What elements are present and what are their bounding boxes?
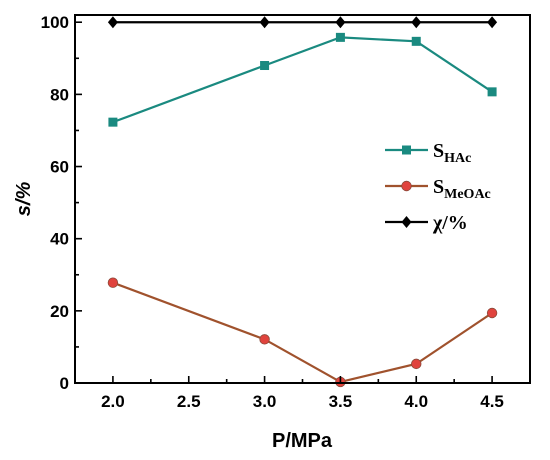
x-tick-label: 4.0 bbox=[404, 392, 428, 411]
x-tick-label: 3.5 bbox=[329, 392, 353, 411]
series-layer bbox=[107, 16, 498, 388]
legend-label: SMeOAc bbox=[433, 176, 491, 202]
data-point bbox=[259, 334, 270, 345]
data-point bbox=[487, 87, 497, 97]
legend: SHAc SMeOAc χ/% bbox=[385, 140, 491, 234]
data-point bbox=[411, 36, 421, 46]
y-axis: 0 20 40 60 80 100 bbox=[41, 13, 82, 393]
y-tick-label: 40 bbox=[50, 230, 69, 249]
x-tick-label: 2.5 bbox=[177, 392, 201, 411]
data-point bbox=[335, 32, 345, 42]
data-point bbox=[260, 61, 270, 71]
x-tick-label: 4.5 bbox=[480, 392, 504, 411]
data-point bbox=[411, 16, 422, 29]
y-tick-label: 100 bbox=[41, 13, 69, 32]
data-point bbox=[335, 16, 346, 29]
data-point bbox=[108, 117, 118, 127]
data-point bbox=[107, 277, 119, 288]
legend-marker bbox=[402, 145, 411, 155]
data-point bbox=[259, 16, 270, 29]
data-point bbox=[487, 16, 498, 29]
y-tick-label: 0 bbox=[60, 374, 69, 393]
x-axis: 2.0 2.5 3.0 3.5 4.0 4.5 bbox=[101, 376, 504, 411]
y-tick-label: 60 bbox=[50, 158, 69, 177]
data-point bbox=[486, 307, 498, 319]
x-tick-label: 3.0 bbox=[253, 392, 277, 411]
y-axis-title: s/% bbox=[13, 182, 35, 217]
x-axis-title: P/MPa bbox=[272, 430, 333, 452]
y-tick-label: 80 bbox=[50, 85, 69, 104]
legend-marker bbox=[401, 216, 412, 228]
series-line-0 bbox=[112, 36, 493, 124]
y-tick-label: 20 bbox=[50, 302, 69, 321]
data-point bbox=[107, 16, 118, 29]
legend-label: SHAc bbox=[433, 140, 471, 166]
data-point bbox=[411, 358, 422, 370]
legend-marker bbox=[401, 180, 412, 192]
series-line-1 bbox=[112, 281, 493, 384]
x-tick-label: 2.0 bbox=[101, 392, 125, 411]
legend-label: χ/% bbox=[432, 212, 468, 234]
